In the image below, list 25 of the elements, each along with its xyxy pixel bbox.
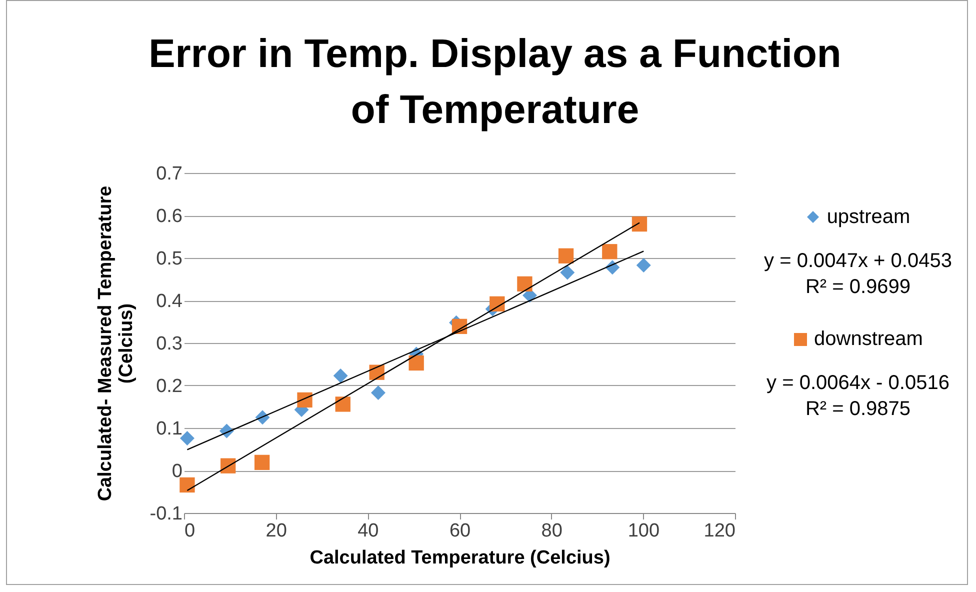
y-tick-label: 0.4 xyxy=(156,291,183,312)
y-tick-label: -0.1 xyxy=(150,504,182,524)
y-tick-label: 0.1 xyxy=(156,418,182,440)
x-tick-label: 120 xyxy=(704,520,736,542)
chart-title: Error in Temp. Display as a Function of Temperature xyxy=(148,31,842,134)
text: R² = 0.9875 xyxy=(804,397,912,422)
x-tick-label: 100 xyxy=(628,520,660,542)
y-tick-label: 0 xyxy=(172,461,182,482)
text: R² = 0.9699 xyxy=(804,275,912,300)
x-tick-label: 0 xyxy=(184,520,196,542)
text: y = 0.0047x + 0.0453 xyxy=(763,249,953,274)
y-tick-label: 0.6 xyxy=(156,206,182,227)
y-tick-label: 0.5 xyxy=(156,248,182,270)
y-tick-label: 0.3 xyxy=(156,334,182,354)
text: y = 0.0064x - 0.0516 xyxy=(766,371,950,396)
x-tick-label: 40 xyxy=(358,520,379,542)
y-axis-title: Calculated- Measured Temperature (Celcius) xyxy=(94,186,137,502)
y-tick-label: 0.7 xyxy=(156,164,182,184)
x-axis-title: Calculated Temperature (Celcius) xyxy=(310,548,610,568)
x-tick-label: 60 xyxy=(449,520,471,542)
x-tick-label: 80 xyxy=(541,520,562,542)
legend-label: downstream xyxy=(814,328,923,350)
y-tick-label: 0.2 xyxy=(156,376,182,397)
x-tick-label: 20 xyxy=(266,520,287,542)
legend-label: upstream xyxy=(826,206,910,228)
